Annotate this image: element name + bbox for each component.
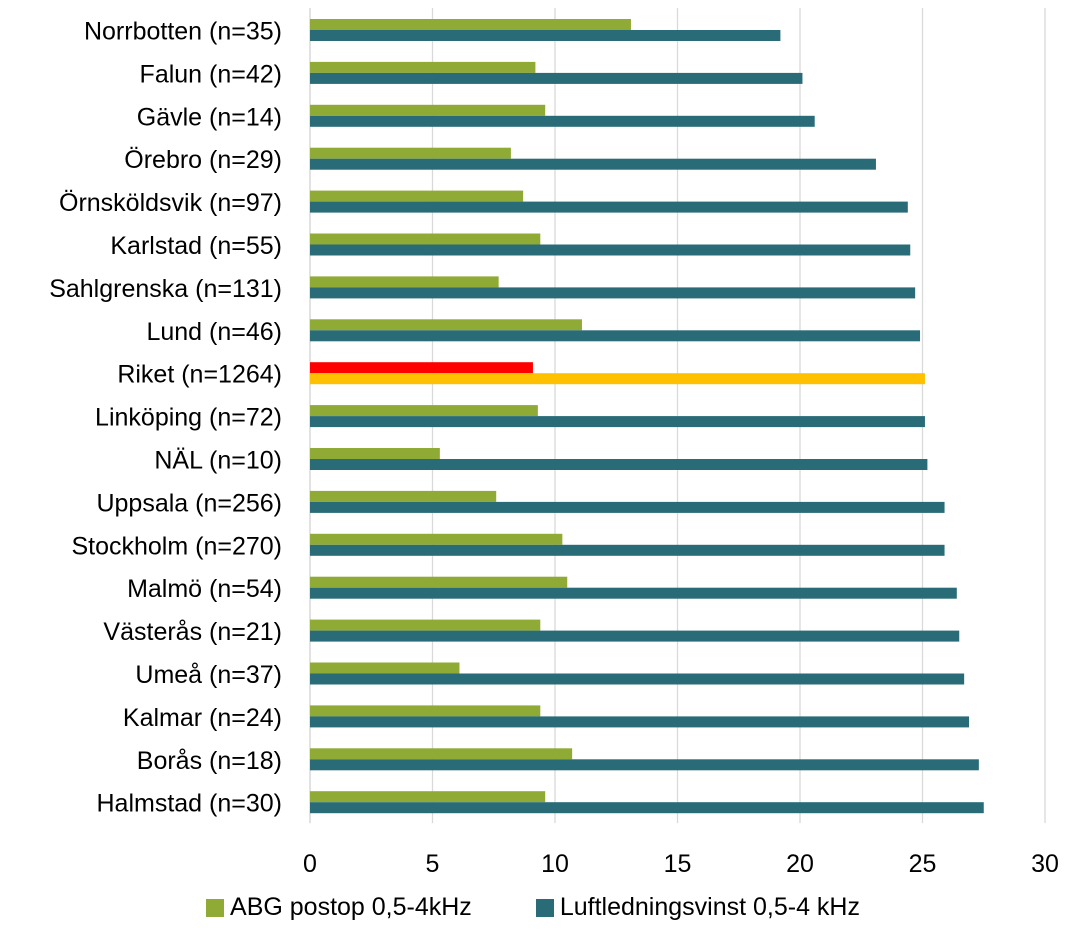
x-tick-label-30: 30 — [1031, 850, 1059, 878]
category-label-v-ster-s-n-21: Västerås (n=21) — [103, 618, 282, 646]
bar-karlstad-n-55-series-2 — [310, 244, 911, 256]
bar-n-l-n-10-series-2 — [310, 459, 928, 470]
category-labels: Norrbotten (n=35) Falun (n=42) Gävle (n=14… — [49, 18, 282, 818]
gridlines — [309, 8, 1046, 824]
bar-karlstad-n-55-series-1 — [310, 233, 541, 245]
legend-label-abg: ABG postop 0,5-4kHz — [230, 893, 472, 921]
category-label-lund-n-46: Lund (n=46) — [146, 318, 282, 346]
bar-g-vle-n-14-series-2 — [310, 115, 815, 127]
x-tick-label-20: 20 — [786, 850, 814, 878]
bar-lund-n-46-series-1 — [310, 319, 582, 331]
bar-uppsala-n-256-series-1 — [310, 490, 497, 502]
bar-riket-n-1264-series-2 — [310, 373, 925, 385]
category-label-kalmar-n-24: Kalmar (n=24) — [123, 704, 282, 732]
bar-uppsala-n-256-series-2 — [310, 501, 945, 513]
bar-norrbotten-n-35-series-1 — [310, 19, 631, 30]
bar-link-ping-n-72-series-1 — [310, 405, 538, 417]
bar-v-ster-s-n-21-series-2 — [310, 630, 960, 642]
category-label-sahlgrenska-n-131: Sahlgrenska (n=131) — [49, 275, 282, 303]
bar-v-ster-s-n-21-series-1 — [310, 619, 541, 631]
bar-lund-n-46-series-2 — [310, 330, 921, 342]
bar-rebro-n-29-series-2 — [310, 158, 876, 170]
bar-malm-n-54-series-1 — [310, 576, 568, 588]
bar-bor-s-n-18-series-2 — [310, 759, 979, 771]
bar-bor-s-n-18-series-1 — [310, 748, 573, 760]
bar-rebro-n-29-series-1 — [310, 147, 511, 159]
bar-kalmar-n-24-series-2 — [310, 716, 970, 728]
x-tick-label-15: 15 — [664, 850, 692, 878]
bar-stockholm-n-270-series-1 — [310, 533, 563, 545]
bar-halmstad-n-30-series-1 — [310, 791, 546, 803]
legend-item-abg: ABG postop 0,5-4kHz — [206, 893, 472, 922]
bar-n-l-n-10-series-1 — [310, 448, 440, 459]
bar-rnsk-ldsvik-n-97-series-1 — [310, 190, 524, 202]
category-label-malm-n-54: Malmö (n=54) — [127, 575, 282, 603]
category-label-riket-n-1264: Riket (n=1264) — [117, 361, 282, 389]
category-label-rnsk-ldsvik-n-97: Örnsköldsvik (n=97) — [59, 189, 282, 217]
legend-swatch-abg — [206, 898, 225, 917]
category-label-ume-n-37: Umeå (n=37) — [135, 661, 282, 689]
bar-ume-n-37-series-1 — [310, 662, 460, 674]
category-label-rebro-n-29: Örebro (n=29) — [124, 146, 282, 174]
bar-halmstad-n-30-series-2 — [310, 802, 984, 814]
bar-chart: Norrbotten (n=35) Falun (n=42) Gävle (n=14… — [49, 8, 1059, 878]
bar-falun-n-42-series-1 — [310, 61, 536, 73]
category-label-falun-n-42: Falun (n=42) — [140, 60, 282, 88]
x-tick-label-10: 10 — [541, 850, 569, 878]
bars — [310, 19, 984, 814]
bar-ume-n-37-series-2 — [310, 673, 965, 685]
bar-malm-n-54-series-2 — [310, 587, 957, 599]
bar-kalmar-n-24-series-1 — [310, 705, 541, 717]
x-tick-label-25: 25 — [909, 850, 937, 878]
category-label-norrbotten-n-35: Norrbotten (n=35) — [84, 18, 282, 46]
legend-swatch-luftledningsvinst — [535, 898, 554, 917]
x-tick-label-5: 5 — [426, 850, 440, 878]
category-label-karlstad-n-55: Karlstad (n=55) — [110, 232, 282, 260]
bar-sahlgrenska-n-131-series-2 — [310, 287, 916, 299]
bar-norrbotten-n-35-series-2 — [310, 30, 781, 41]
bar-g-vle-n-14-series-1 — [310, 104, 546, 116]
bar-riket-n-1264-series-1 — [310, 362, 533, 374]
x-tick-labels: 0 5 10 15 20 25 30 — [303, 850, 1059, 878]
bar-falun-n-42-series-2 — [310, 72, 803, 84]
legend-label-luftledningsvinst: Luftledningsvinst 0,5-4 kHz — [559, 893, 860, 921]
category-label-n-l-n-10: NÄL (n=10) — [154, 447, 282, 475]
bar-rnsk-ldsvik-n-97-series-2 — [310, 201, 908, 213]
category-label-g-vle-n-14: Gävle (n=14) — [137, 103, 282, 131]
category-label-halmstad-n-30: Halmstad (n=30) — [97, 790, 283, 818]
bar-sahlgrenska-n-131-series-1 — [310, 276, 499, 288]
category-label-uppsala-n-256: Uppsala (n=256) — [96, 489, 282, 517]
category-label-link-ping-n-72: Linköping (n=72) — [95, 404, 282, 432]
legend-item-luftledningsvinst: Luftledningsvinst 0,5-4 kHz — [535, 893, 860, 922]
bar-link-ping-n-72-series-2 — [310, 416, 925, 428]
legend: ABG postop 0,5-4kHz Luftledningsvinst 0,… — [0, 893, 1066, 922]
x-tick-label-0: 0 — [303, 850, 317, 878]
category-label-bor-s-n-18: Borås (n=18) — [137, 747, 282, 775]
category-label-stockholm-n-270: Stockholm (n=270) — [71, 532, 282, 560]
bar-stockholm-n-270-series-2 — [310, 544, 945, 556]
